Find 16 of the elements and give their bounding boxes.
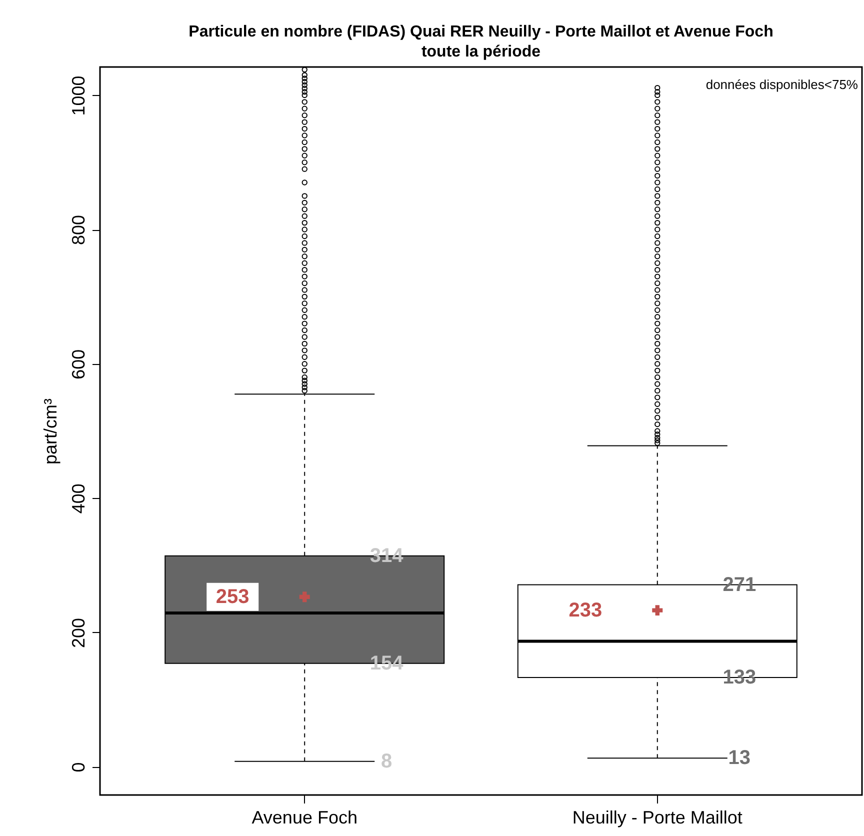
y-tick-label: 600: [68, 349, 88, 380]
x-tick-label: Avenue Foch: [252, 808, 358, 828]
x-tick-label: Neuilly - Porte Maillot: [572, 808, 742, 828]
chart-title: Particule en nombre (FIDAS) Quai RER Neuilly - Porte Maillot et Avenue Foch toute la période: [188, 23, 774, 60]
annotation: 13: [728, 747, 751, 770]
y-tick-label: 0: [68, 762, 88, 772]
y-tick-label: 800: [68, 215, 88, 246]
y-tick-label: 1000: [68, 76, 88, 116]
annotation: données disponibles<75%: [706, 77, 858, 92]
annotation: 314: [370, 544, 404, 567]
y-tick-label: 400: [68, 484, 88, 514]
annotation: 253: [216, 586, 250, 608]
annotation: 154: [370, 652, 404, 674]
y-tick-label: 200: [68, 618, 88, 648]
y-axis-title: part/cm³: [40, 398, 60, 465]
annotation: 233: [568, 599, 602, 622]
